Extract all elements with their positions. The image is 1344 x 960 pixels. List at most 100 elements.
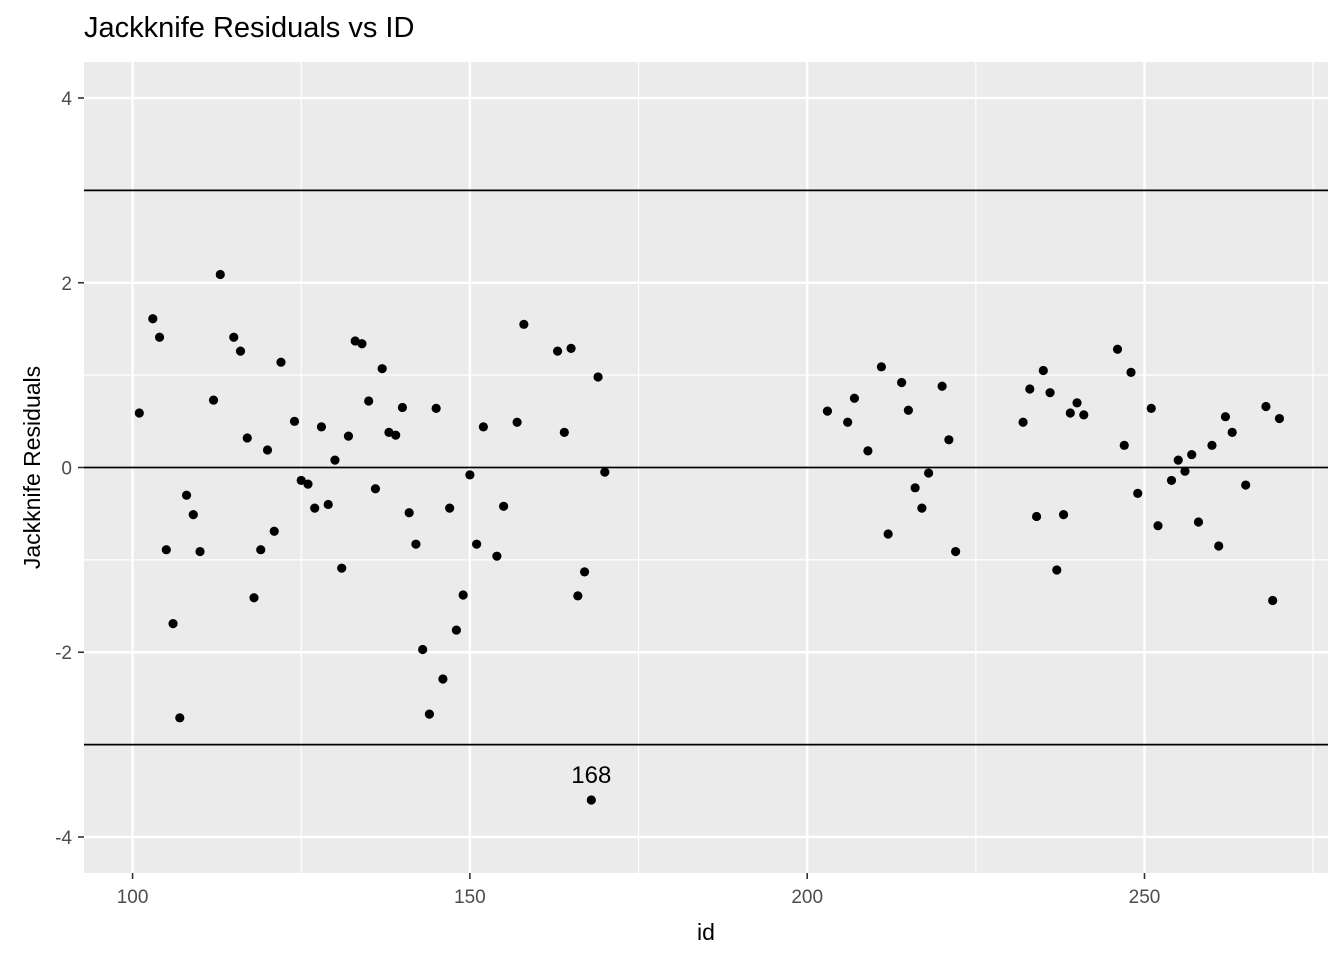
- data-point: [1112, 344, 1123, 354]
- data-point: [404, 508, 414, 518]
- x-axis: 100 150 200 250: [117, 873, 1160, 908]
- data-point: [242, 433, 252, 443]
- data-point: [512, 417, 522, 427]
- annotations: 168: [571, 762, 611, 789]
- data-point: [337, 563, 347, 573]
- data-point: [822, 406, 833, 416]
- data-point: [370, 484, 381, 494]
- data-point: [397, 402, 408, 413]
- data-point: [465, 470, 475, 480]
- data-point: [1133, 488, 1143, 498]
- data-point: [1018, 417, 1028, 427]
- data-point: [1045, 388, 1055, 398]
- data-point: [863, 446, 873, 456]
- data-point: [1166, 475, 1177, 486]
- data-point: [235, 346, 246, 356]
- data-point: [924, 468, 934, 478]
- data-point: [843, 417, 853, 427]
- y-tick-label: 2: [61, 274, 72, 295]
- data-point: [1031, 511, 1042, 522]
- data-point: [418, 644, 428, 655]
- data-point: [903, 405, 913, 415]
- data-point: [195, 546, 205, 557]
- data-point: [1193, 517, 1204, 527]
- data-point: [364, 396, 374, 406]
- data-point: [249, 593, 259, 603]
- data-point: [451, 625, 461, 635]
- y-tick-label: -4: [55, 828, 72, 849]
- x-tick-label: 150: [454, 887, 486, 908]
- data-point: [593, 372, 603, 382]
- data-point: [1058, 510, 1069, 520]
- data-point: [296, 475, 306, 486]
- data-point: [134, 408, 144, 418]
- data-point: [1065, 408, 1075, 418]
- data-point: [1072, 398, 1082, 408]
- data-point: [431, 403, 441, 413]
- data-point: [269, 526, 279, 536]
- data-point: [849, 393, 860, 403]
- data-point: [1173, 455, 1183, 465]
- data-point: [472, 539, 482, 549]
- data-point: [566, 343, 576, 353]
- chart-title: Jackknife Residuals vs ID: [84, 12, 415, 44]
- y-tick-label: 0: [61, 459, 72, 480]
- point-label: 168: [571, 762, 611, 789]
- data-point: [181, 490, 192, 500]
- x-tick-label: 100: [117, 887, 149, 908]
- data-point: [215, 269, 225, 280]
- data-point: [897, 377, 907, 388]
- data-point: [357, 339, 367, 349]
- y-tick-label: 4: [61, 89, 72, 110]
- data-point: [1261, 401, 1271, 412]
- data-point: [1119, 440, 1129, 450]
- data-point: [1052, 565, 1062, 575]
- data-point: [458, 590, 468, 600]
- data-point: [303, 479, 313, 489]
- data-point: [1227, 427, 1237, 437]
- data-point: [600, 467, 610, 477]
- data-point: [424, 709, 435, 719]
- data-point: [1146, 403, 1156, 413]
- data-point: [944, 435, 954, 445]
- data-point: [1079, 410, 1089, 420]
- data-point: [492, 551, 502, 561]
- x-tick-label: 200: [791, 887, 823, 908]
- data-point: [579, 567, 590, 577]
- data-point: [1214, 541, 1224, 551]
- data-point: [316, 422, 327, 432]
- data-point: [519, 319, 529, 329]
- data-point: [937, 381, 947, 391]
- data-point: [1153, 521, 1163, 531]
- data-point: [445, 503, 455, 513]
- data-point: [917, 503, 927, 513]
- data-point: [1207, 440, 1217, 450]
- data-point: [586, 795, 596, 805]
- data-point: [208, 395, 219, 405]
- data-point: [1187, 449, 1197, 460]
- data-point: [154, 332, 165, 342]
- data-point: [330, 455, 340, 465]
- data-point: [552, 346, 563, 356]
- data-point: [391, 430, 401, 440]
- data-point: [323, 499, 333, 510]
- data-point: [1025, 384, 1035, 394]
- data-point: [883, 529, 893, 539]
- data-point: [559, 427, 569, 437]
- data-point: [478, 422, 488, 432]
- data-point: [411, 539, 421, 549]
- reference-lines: [84, 189, 1328, 746]
- data-point: [951, 546, 961, 557]
- data-point: [1126, 367, 1136, 377]
- data-point: [276, 357, 286, 367]
- y-axis-title: Jackknife Residuals: [19, 366, 45, 569]
- data-point: [310, 503, 320, 513]
- x-axis-title: id: [697, 919, 715, 945]
- data-point: [262, 445, 273, 455]
- y-axis: -4 -2 0 2 4: [55, 89, 84, 849]
- data-point: [148, 314, 158, 324]
- data-point: [256, 545, 266, 555]
- data-point: [229, 332, 239, 342]
- data-point: [1268, 595, 1278, 606]
